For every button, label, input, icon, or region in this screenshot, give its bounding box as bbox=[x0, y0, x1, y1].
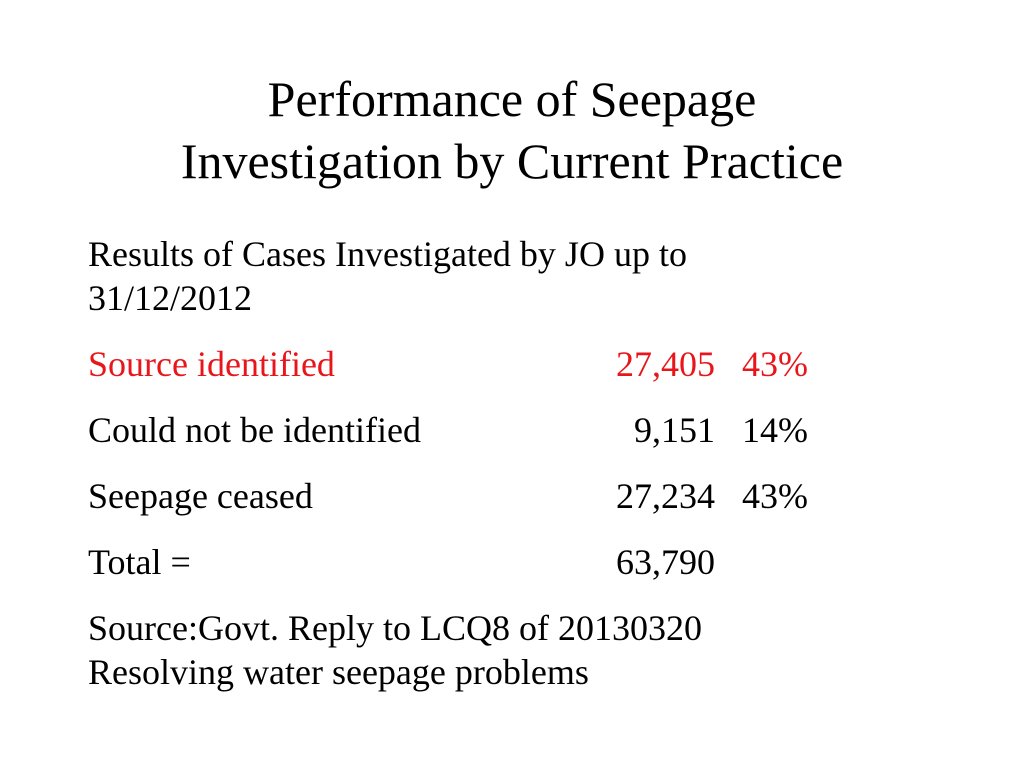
results-row-source-identified: Source identified 27,405 43% bbox=[88, 342, 988, 386]
row-label: Source identified bbox=[88, 344, 335, 384]
source-paragraph: Source:Govt. Reply to LCQ8 of 20130320 R… bbox=[88, 606, 988, 694]
slide-body: Results of Cases Investigated by JO up t… bbox=[88, 232, 988, 716]
row-count: 27,405 bbox=[616, 344, 715, 384]
intro-line-1: Results of Cases Investigated by JO up t… bbox=[88, 234, 687, 274]
row-label: Seepage ceased bbox=[88, 476, 313, 516]
row-percent: 14% bbox=[742, 410, 808, 450]
title-line-2: Investigation by Current Practice bbox=[180, 133, 844, 189]
row-percent: 43% bbox=[742, 476, 808, 516]
results-row-total: Total = 63,790 bbox=[88, 540, 988, 584]
row-count: 9,151 bbox=[634, 410, 715, 450]
row-label: Could not be identified bbox=[88, 410, 421, 450]
results-row-seepage-ceased: Seepage ceased 27,234 43% bbox=[88, 474, 988, 518]
row-percent: 43% bbox=[742, 344, 808, 384]
title-line-1: Performance of Seepage bbox=[267, 71, 757, 127]
source-line-2: Resolving water seepage problems bbox=[88, 652, 589, 692]
results-row-not-identified: Could not be identified 9,151 14% bbox=[88, 408, 988, 452]
intro-paragraph: Results of Cases Investigated by JO up t… bbox=[88, 232, 988, 320]
intro-line-2: 31/12/2012 bbox=[88, 278, 253, 318]
row-count: 63,790 bbox=[616, 542, 715, 582]
slide-title: Performance of Seepage Investigation by … bbox=[40, 68, 984, 192]
row-count: 27,234 bbox=[616, 476, 715, 516]
source-line-1: Source:Govt. Reply to LCQ8 of 20130320 bbox=[88, 608, 702, 648]
row-label: Total = bbox=[88, 542, 191, 582]
